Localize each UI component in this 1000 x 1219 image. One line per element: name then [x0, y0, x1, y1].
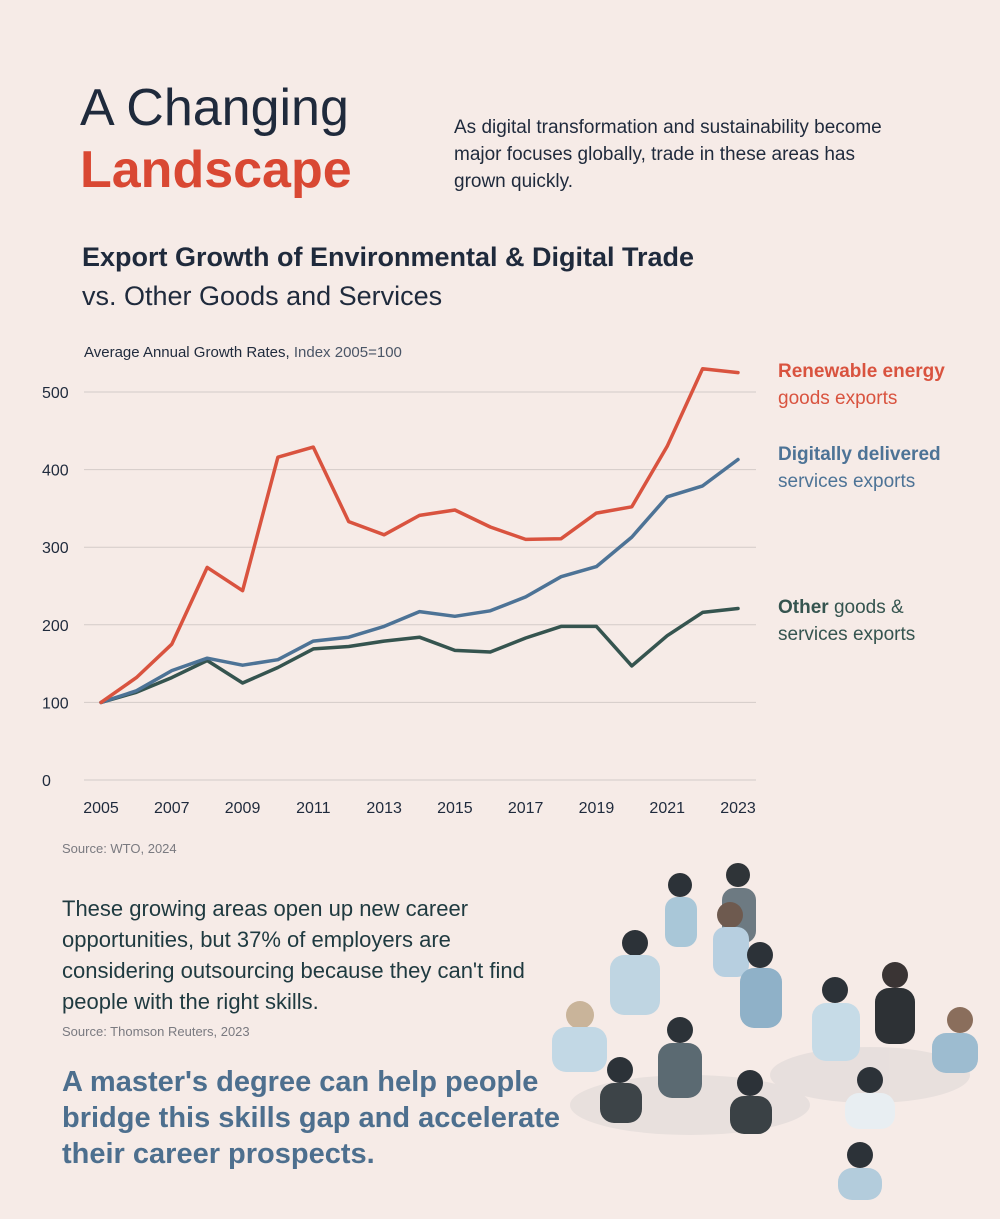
series-line-renewable	[99, 366, 740, 705]
body-text: These growing areas open up new career o…	[62, 896, 525, 1014]
y-tick-label: 500	[42, 385, 69, 402]
page-title-line1: A Changing	[80, 79, 349, 137]
y-tick-label: 300	[42, 540, 69, 557]
x-tick-label: 2019	[579, 800, 615, 817]
person-figure	[845, 1067, 895, 1129]
x-tick-label: 2023	[720, 800, 756, 817]
y-tick-label: 200	[42, 618, 69, 635]
person-figure	[552, 1001, 607, 1072]
cta-text: A master's degree can help people bridge…	[62, 1066, 561, 1170]
axis-note-rest: Index 2005=100	[293, 344, 402, 361]
person-figure	[665, 873, 697, 947]
person-figure	[713, 902, 749, 977]
person-figure	[600, 1057, 642, 1123]
legend-other-bold: Other	[778, 597, 829, 618]
x-tick-label: 2015	[437, 800, 473, 817]
person-figure	[932, 1007, 978, 1073]
y-tick-label: 400	[42, 463, 69, 480]
crowd-illustration	[552, 863, 978, 1200]
person-figure	[730, 1070, 772, 1134]
x-tick-label: 2007	[154, 800, 190, 817]
y-tick-label: 100	[42, 695, 69, 712]
person-figure	[875, 962, 915, 1044]
body-source: Source: Thomson Reuters, 2023	[62, 1024, 250, 1039]
line-chart: 0 100 200 300 400 500 2005 2007 2009 2011 2013 2015…	[42, 366, 756, 817]
person-figure	[610, 930, 660, 1015]
x-tick-label: 2011	[296, 800, 331, 817]
legend-renewable-rest: goods exports	[778, 388, 898, 409]
page-title-line2: Landscape	[80, 141, 352, 199]
legend-digital-bold: Digitally delivered	[778, 444, 941, 465]
person-figure	[740, 942, 782, 1028]
x-tick-label: 2017	[508, 800, 544, 817]
chart-source: Source: WTO, 2024	[62, 841, 177, 856]
legend-other-rest1: goods &	[833, 597, 904, 618]
x-tick-label: 2013	[366, 800, 402, 817]
legend-renewable-bold: Renewable energy	[778, 361, 945, 382]
axis-note-bold: Average Annual Growth Rates,	[84, 344, 290, 361]
person-figure	[812, 977, 860, 1061]
intro-text: As digital transformation and sustainabi…	[454, 117, 882, 192]
chart-title: Export Growth of Environmental & Digital…	[82, 242, 695, 272]
legend-digital: Digitally delivered services exports	[778, 441, 941, 495]
x-tick-label: 2021	[649, 800, 685, 817]
chart-subtitle: vs. Other Goods and Services	[82, 281, 443, 311]
person-figure	[838, 1142, 882, 1200]
x-tick-label: 2005	[83, 800, 119, 817]
series-line-digital	[99, 457, 740, 705]
person-figure	[658, 1017, 702, 1098]
series-line-other	[99, 606, 740, 705]
legend-renewable: Renewable energy goods exports	[778, 358, 945, 412]
legend-digital-rest: services exports	[778, 471, 916, 492]
legend-other: Other goods & services exports	[778, 594, 915, 648]
x-tick-label: 2009	[225, 800, 261, 817]
y-tick-label: 0	[42, 773, 51, 790]
chart-axis-note: Average Annual Growth Rates, Index 2005=…	[84, 344, 402, 361]
legend-other-rest2: services exports	[778, 624, 916, 645]
